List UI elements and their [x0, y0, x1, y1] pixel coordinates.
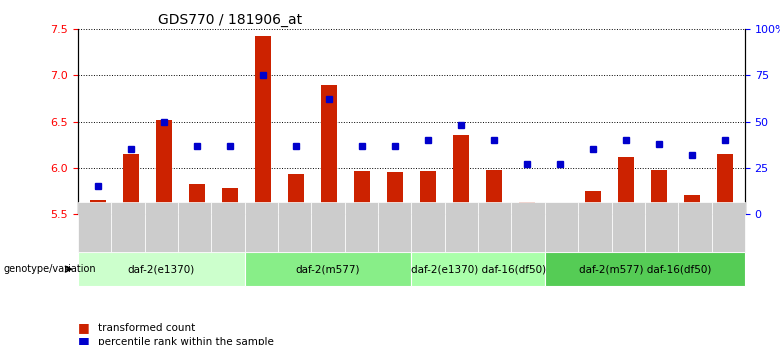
Bar	[651, 170, 668, 214]
Text: daf-2(e1370): daf-2(e1370)	[128, 264, 195, 274]
Bar	[353, 170, 370, 214]
Text: transformed count: transformed count	[98, 323, 196, 333]
Bar	[486, 170, 502, 214]
Bar	[551, 208, 569, 214]
Bar	[387, 172, 403, 214]
Text: GDS770 / 181906_at: GDS770 / 181906_at	[158, 13, 302, 27]
Bar	[519, 202, 535, 214]
Bar	[321, 85, 337, 214]
Text: daf-2(e1370) daf-16(df50): daf-2(e1370) daf-16(df50)	[410, 264, 546, 274]
Text: daf-2(m577): daf-2(m577)	[296, 264, 360, 274]
Text: genotype/variation: genotype/variation	[4, 264, 97, 274]
Bar	[288, 174, 304, 214]
Text: ■: ■	[78, 321, 90, 334]
Bar	[717, 154, 733, 214]
Bar	[684, 195, 700, 214]
Bar	[585, 191, 601, 214]
Bar	[254, 36, 271, 214]
Bar	[155, 120, 172, 214]
Bar	[420, 170, 436, 214]
Bar	[90, 200, 106, 214]
Bar	[452, 136, 470, 214]
Text: percentile rank within the sample: percentile rank within the sample	[98, 337, 274, 345]
Text: daf-2(m577) daf-16(df50): daf-2(m577) daf-16(df50)	[579, 264, 711, 274]
Bar	[189, 184, 205, 214]
Bar	[618, 157, 634, 214]
Text: ■: ■	[78, 335, 90, 345]
Bar	[122, 154, 139, 214]
Bar	[222, 188, 238, 214]
